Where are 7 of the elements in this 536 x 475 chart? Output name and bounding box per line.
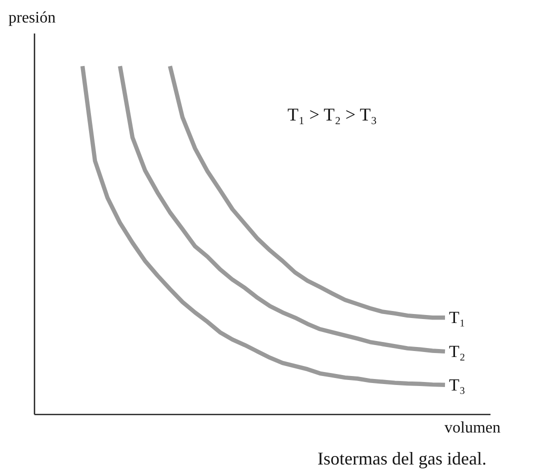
annotation: T₁ > T₂ > T₃ [288, 104, 377, 125]
text: Isotermas del gas ideal. [318, 448, 487, 468]
series-label: T₃ [449, 375, 466, 394]
y-axis-title: presión [8, 10, 56, 26]
series-label: T₁ [449, 308, 466, 328]
x-axis-title: volumen [444, 420, 501, 436]
series-label: T₂ [449, 342, 466, 361]
